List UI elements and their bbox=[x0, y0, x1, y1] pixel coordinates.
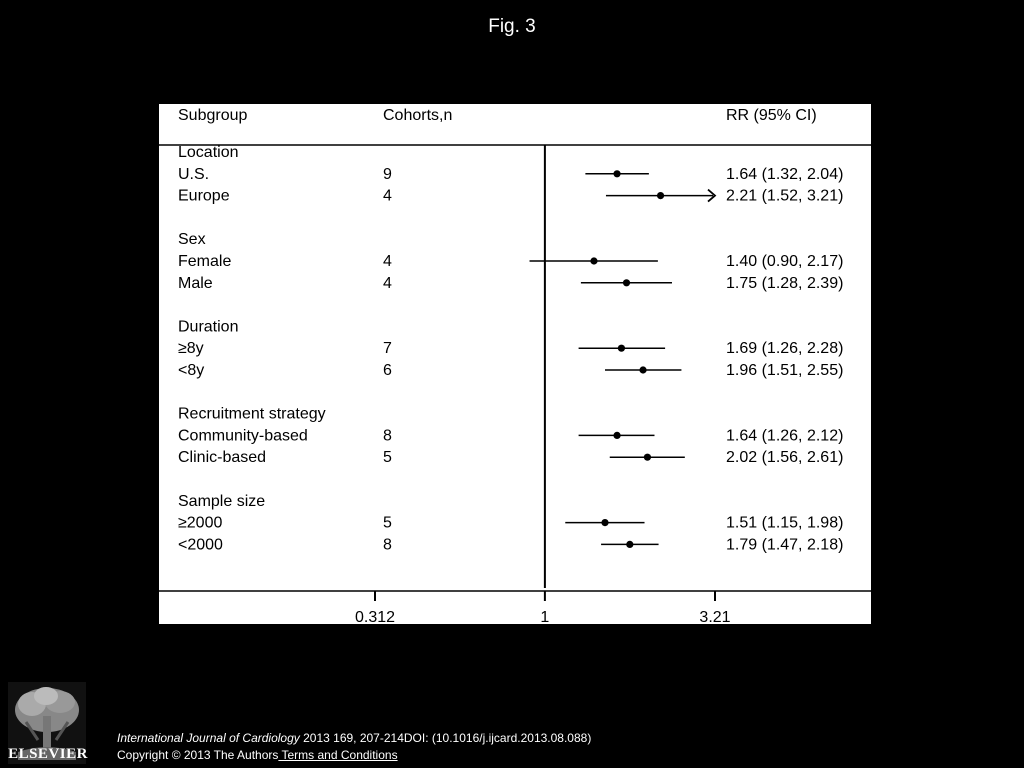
point-estimate bbox=[639, 366, 647, 374]
point-estimate bbox=[613, 431, 621, 439]
point-estimate bbox=[590, 257, 598, 265]
row-estimate-text: 1.40 (0.90, 2.17) bbox=[726, 253, 843, 270]
header-estimate: RR (95% CI) bbox=[726, 107, 817, 124]
row-label: Female bbox=[178, 253, 231, 270]
header-subgroup: Subgroup bbox=[178, 107, 247, 124]
row-label: Clinic-based bbox=[178, 449, 266, 466]
row-cohort-count: 5 bbox=[383, 515, 392, 532]
row-cohort-count: 7 bbox=[383, 340, 392, 357]
row-cohort-count: 9 bbox=[383, 166, 392, 183]
row-estimate-text: 2.02 (1.56, 2.61) bbox=[726, 449, 843, 466]
row-cohort-count: 4 bbox=[383, 188, 392, 205]
row-cohort-count: 8 bbox=[383, 427, 392, 444]
row-cohort-count: 4 bbox=[383, 253, 392, 270]
header-cohorts: Cohorts,n bbox=[383, 107, 452, 124]
row-label: <8y bbox=[178, 362, 204, 379]
journal-name: International Journal of Cardiology bbox=[117, 731, 300, 745]
row-estimate-text: 2.21 (1.52, 3.21) bbox=[726, 188, 843, 205]
point-estimate bbox=[617, 344, 626, 352]
x-tick-label: 3.21 bbox=[699, 609, 730, 624]
row-label: <2000 bbox=[178, 536, 223, 553]
point-estimate bbox=[613, 170, 621, 178]
forest-plot: Subgroup Cohorts,n RR (95% CI) Location U.S.… bbox=[159, 107, 871, 624]
group-label: Sample size bbox=[178, 493, 265, 510]
row-label: U.S. bbox=[178, 166, 209, 183]
point-estimate bbox=[601, 519, 609, 527]
elsevier-logo-text: ELSEVIER bbox=[8, 746, 88, 762]
row-cohort-count: 5 bbox=[383, 449, 392, 466]
elsevier-tree-logo-icon bbox=[8, 682, 86, 764]
row-label: Europe bbox=[178, 188, 230, 205]
row-cohort-count: 4 bbox=[383, 275, 392, 292]
copyright-text: Copyright © 2013 The Authors bbox=[117, 748, 279, 762]
copyright-line: Copyright © 2013 The Authors Terms and C… bbox=[117, 748, 398, 762]
row-estimate-text: 1.64 (1.32, 2.04) bbox=[726, 166, 843, 183]
row-cohort-count: 6 bbox=[383, 362, 392, 379]
row-label: ≥2000 bbox=[178, 515, 222, 532]
citation: International Journal of Cardiology 2013… bbox=[117, 731, 591, 745]
row-estimate-text: 1.75 (1.28, 2.39) bbox=[726, 275, 843, 292]
row-estimate-text: 1.64 (1.26, 2.12) bbox=[726, 427, 843, 444]
group-label: Duration bbox=[178, 318, 238, 335]
row-label: Community-based bbox=[178, 427, 308, 444]
row-label: ≥8y bbox=[178, 340, 204, 357]
point-estimate bbox=[656, 192, 665, 200]
ci-truncation-arrow bbox=[707, 188, 717, 203]
row-cohort-count: 8 bbox=[383, 536, 392, 553]
forest-plot-panel: Subgroup Cohorts,n RR (95% CI) Location U.S.… bbox=[159, 104, 871, 624]
row-estimate-text: 1.96 (1.51, 2.55) bbox=[726, 362, 843, 379]
point-estimate bbox=[622, 279, 631, 287]
citation-details: 2013 169, 207-214DOI: (10.1016/j.ijcard.… bbox=[299, 731, 592, 745]
row-estimate-text: 1.69 (1.26, 2.28) bbox=[726, 340, 843, 357]
group-label: Location bbox=[178, 144, 239, 161]
terms-and-conditions-link[interactable]: Terms and Conditions bbox=[278, 748, 398, 762]
group-label: Recruitment strategy bbox=[178, 406, 326, 423]
figure-title: Fig. 3 bbox=[488, 16, 536, 37]
x-tick-label: 0.312 bbox=[355, 609, 395, 624]
point-estimate bbox=[626, 540, 634, 548]
group-label: Sex bbox=[178, 231, 206, 248]
row-label: Male bbox=[178, 275, 213, 292]
x-tick-label: 1 bbox=[540, 609, 549, 624]
row-estimate-text: 1.51 (1.15, 1.98) bbox=[726, 515, 843, 532]
row-estimate-text: 1.79 (1.47, 2.18) bbox=[726, 536, 843, 553]
point-estimate bbox=[643, 453, 652, 461]
